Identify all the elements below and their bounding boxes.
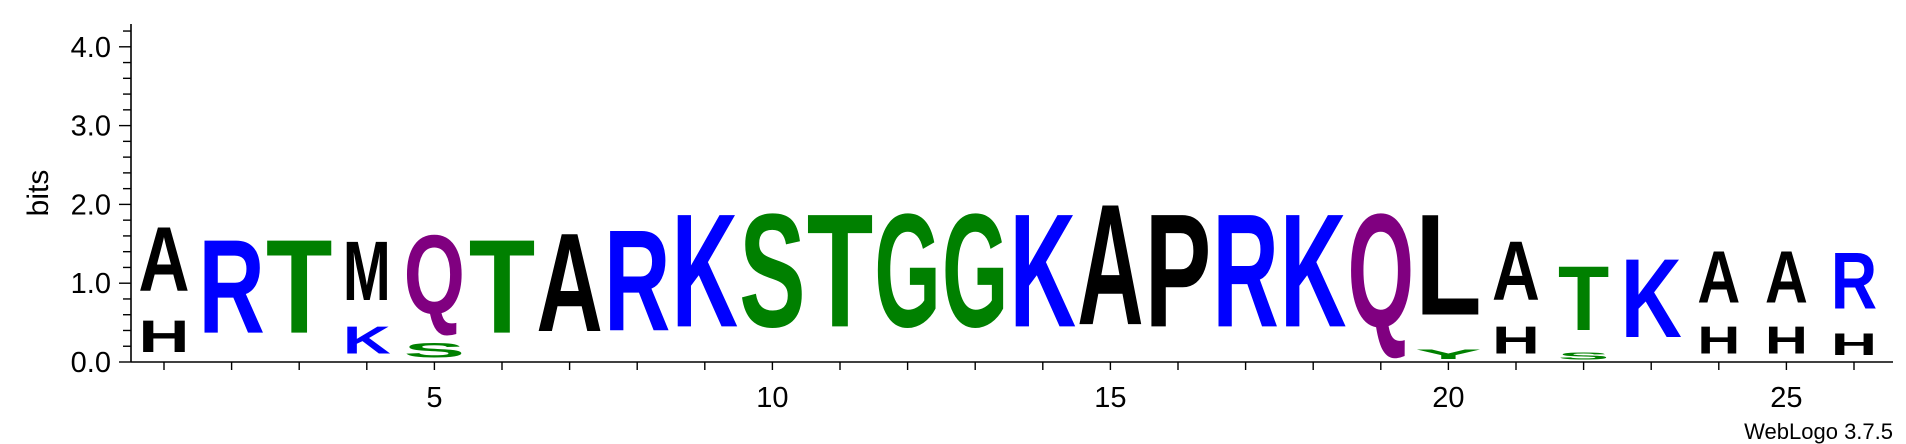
logo-letter-L: L [1415,185,1481,346]
logo-letter-T: T [266,212,332,361]
letter-stack: HA [1765,236,1808,362]
logo-letter-A: A [1765,236,1808,319]
y-tick-label: 1.0 [71,268,111,300]
x-ticks: 5 10 15 20 25 [163,362,1855,414]
logo-letter-H: H [1697,319,1740,362]
logo-letter-R: R [1831,237,1877,327]
letter-stack: A [1077,169,1143,361]
logo-letter-H: H [1765,319,1808,362]
letter-stack: YL [1415,185,1481,362]
logo-letter-K: K [343,319,391,362]
letter-stack: R [604,199,670,361]
logo-letter-H: H [1831,326,1877,362]
logo-letter-T: T [469,212,535,361]
letter-stack: A [536,204,602,361]
letter-stack: P [1145,181,1211,362]
logo-letter-K: K [1621,237,1682,362]
letter-stack: SQ [404,212,465,363]
logo-letter-Q: Q [404,212,465,338]
y-axis-label: bits [22,170,55,217]
logo-letter-M: M [343,225,391,319]
x-tick-label: 25 [1770,382,1802,414]
logo-letter-G: G [874,181,940,361]
logo-letter-K: K [1280,180,1346,361]
letter-stack: S [739,181,805,362]
letter-stack: ST [1558,248,1609,362]
letter-stack: Q [1348,181,1414,361]
logo-letter-K: K [1010,180,1076,361]
letter-stack: K [1621,237,1682,362]
logo-letter-H: H [138,311,189,362]
logo-letter-S: S [739,181,805,362]
letter-stack: K [1280,180,1346,361]
logo-letter-Y: Y [1415,346,1481,362]
letter-stack: K [672,180,738,361]
logo-letter-A: A [1697,236,1740,319]
y-tick-label: 3.0 [71,111,111,143]
logo-letter-R: R [1212,180,1278,361]
letter-stack: G [942,181,1008,361]
letter-stack: HR [1831,237,1877,362]
logo-letter-T: T [1558,248,1609,350]
letter-stack: T [266,212,332,361]
x-tick-label: 5 [426,382,442,414]
weblogo-credit: WebLogo 3.7.5 [1744,419,1893,444]
logo-letter-G: G [942,181,1008,361]
logo-letter-R: R [604,199,670,361]
letter-stack: T [807,181,873,362]
x-tick-label: 20 [1432,382,1464,414]
logo-letter-P: P [1145,181,1211,362]
logo-letter-T: T [807,181,873,362]
y-tick-label: 2.0 [71,189,111,221]
y-tick-label: 4.0 [71,32,111,64]
logo-letter-A: A [1492,224,1540,319]
letter-stack: KM [343,225,391,362]
letter-stack: T [469,212,535,361]
letter-stack: G [874,181,940,361]
letter-stack: R [198,213,264,362]
logo-letter-Q: Q [1348,181,1414,361]
x-tick-label: 10 [756,382,788,414]
y-ticks: 0.0 1.0 2.0 3.0 4.0 [71,30,131,379]
letter-stack: HA [1492,224,1540,362]
logo-letter-S: S [1558,350,1609,362]
letter-stack: R [1212,180,1278,361]
y-tick-label: 0.0 [71,347,111,379]
logo-letter-R: R [198,213,264,362]
logo-letter-K: K [672,180,738,361]
letter-stack: K [1010,180,1076,361]
letter-stack: HA [1697,236,1740,362]
logo-letter-A: A [1077,169,1143,361]
x-tick-label: 15 [1094,382,1126,414]
logo-letter-S: S [404,339,465,362]
logo-letter-H: H [1492,319,1540,362]
logo-letter-A: A [138,209,189,311]
letter-stack: HA [138,209,189,362]
logo-letter-A: A [536,204,602,361]
